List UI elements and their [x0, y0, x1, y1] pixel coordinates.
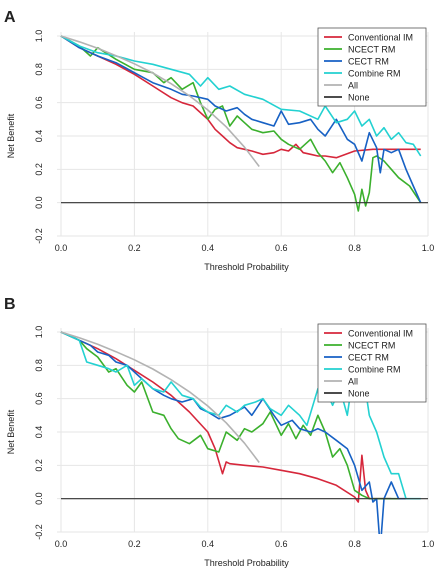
y-tick-label: 1.0: [34, 30, 44, 43]
panel-a: A 0.0 0.2 0.4 0.6 0.8 1.0 -0.2 0.0 0.2 0.4 0.6 0.8 1.…: [4, 9, 434, 272]
series-line-all: [60, 331, 260, 463]
series-line-combine-rm: [60, 35, 422, 157]
series-line-conventional-im: [60, 331, 392, 503]
legend-box: [317, 27, 427, 107]
x-tick-label: 0.2: [128, 243, 141, 253]
x-tick-label: 0.2: [128, 539, 141, 549]
series-line-combine-rm: [60, 331, 421, 500]
y-axis-label: Net Benefit: [6, 409, 16, 454]
legend-label-combine-rm: Combine RM: [348, 365, 401, 375]
y-tick-label: -0.2: [34, 228, 44, 244]
legend-label-none: None: [348, 389, 370, 399]
legend-label-conventional-im: Conventional IM: [348, 329, 413, 339]
x-tick-label: 0.8: [348, 243, 361, 253]
y-axis-label: Net Benefit: [6, 113, 16, 158]
y-tick-label: 0.2: [34, 163, 44, 176]
series-group: [60, 331, 428, 534]
y-tick-label: 0.2: [34, 459, 44, 472]
y-tick-label: 0.4: [34, 426, 44, 439]
x-tick-label: 0.4: [202, 539, 215, 549]
legend-label-cect-rm: CECT RM: [348, 353, 389, 363]
legend-label-all: All: [348, 81, 358, 91]
legend-box: [317, 323, 427, 403]
legend-label-ncect-rm: NCECT RM: [348, 45, 395, 55]
y-tick-label: 0.0: [34, 196, 44, 209]
series-group: [60, 35, 428, 212]
series-line-all: [60, 35, 260, 167]
y-tick-label: 0.0: [34, 492, 44, 505]
y-tick-label: 1.0: [34, 326, 44, 339]
legend-label-cect-rm: CECT RM: [348, 57, 389, 67]
series-line-cect-rm: [60, 35, 422, 204]
x-tick-label: 0.0: [55, 539, 68, 549]
x-axis-label: Threshold Probability: [204, 262, 289, 272]
y-tick-label: 0.6: [34, 392, 44, 405]
x-tick-label: 1.0: [422, 539, 435, 549]
series-line-ncect-rm: [60, 331, 399, 500]
legend: Conventional IM NCECT RM CECT RM Combine RM…: [317, 27, 427, 107]
y-tick-label: 0.4: [34, 130, 44, 143]
series-line-cect-rm: [60, 331, 406, 534]
x-tick-label: 0.8: [348, 539, 361, 549]
series-line-conventional-im: [60, 35, 421, 159]
y-tick-label: 0.6: [34, 96, 44, 109]
legend-label-ncect-rm: NCECT RM: [348, 341, 395, 351]
x-tick-label: 0.4: [202, 243, 215, 253]
legend-label-conventional-im: Conventional IM: [348, 33, 413, 43]
x-tick-label: 1.0: [422, 243, 435, 253]
legend-label-combine-rm: Combine RM: [348, 69, 401, 79]
y-tick-label: 0.8: [34, 63, 44, 76]
legend: Conventional IM NCECT RM CECT RM Combine RM…: [317, 323, 427, 403]
y-tick-label: 0.8: [34, 359, 44, 372]
legend-label-none: None: [348, 93, 370, 103]
series-line-ncect-rm: [60, 35, 422, 212]
panel-label: A: [4, 9, 16, 26]
x-tick-label: 0.6: [275, 539, 288, 549]
panel-label: B: [4, 296, 16, 313]
x-tick-label: 0.0: [55, 243, 68, 253]
panel-b: B 0.0 0.2 0.4 0.6 0.8 1.0 -0.2 0.0 0.2 0.4 0.6 0.8 1.…: [4, 296, 434, 568]
legend-label-all: All: [348, 377, 358, 387]
x-axis-label: Threshold Probability: [204, 558, 289, 568]
y-tick-label: -0.2: [34, 524, 44, 540]
x-tick-label: 0.6: [275, 243, 288, 253]
